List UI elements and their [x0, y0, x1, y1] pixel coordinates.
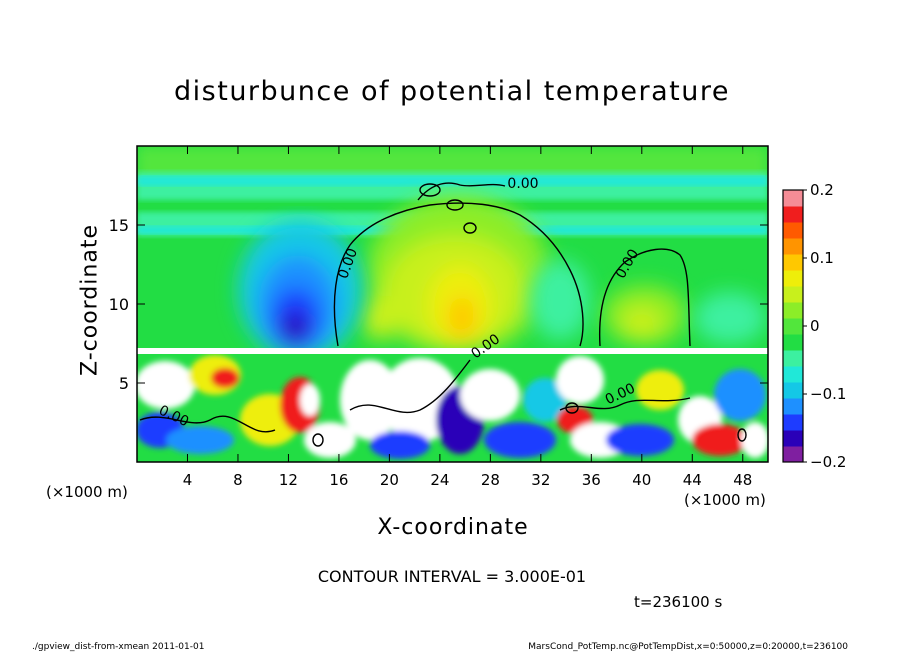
colorbar-swatch: [783, 430, 803, 447]
x-axis-unit-right: (×1000 m): [684, 491, 766, 509]
colorbar-tick-label: −0.1: [810, 385, 846, 403]
colorbar-swatch: [783, 318, 803, 335]
colorbar-swatch: [783, 382, 803, 399]
y-axis: 5 10 15: [109, 216, 768, 393]
colorbar-swatch: [783, 414, 803, 431]
colorbar-swatch: [783, 254, 803, 271]
colorbar-tick-label: 0: [810, 317, 820, 335]
chart-title: disturbunce of potential temperature: [174, 76, 730, 107]
colorbar-swatch: [783, 222, 803, 239]
y-tick-label: 15: [109, 216, 129, 235]
colorbar: 0.2 0.1 0 −0.1 −0.2: [782, 181, 846, 471]
x-tick-label: 4: [183, 471, 193, 489]
time-stamp: t=236100 s: [634, 593, 723, 611]
x-tick-label: 24: [430, 471, 449, 489]
colorbar-swatch: [783, 270, 803, 287]
contour-lines: [139, 182, 747, 447]
colorbar-tick-label: 0.1: [810, 249, 834, 267]
x-axis-label: X-coordinate: [377, 515, 529, 540]
colorbar-swatch: [783, 206, 803, 223]
colorbar-swatch: [783, 350, 803, 367]
x-axis-unit-left: (×1000 m): [46, 483, 128, 501]
x-tick-label: 16: [329, 471, 348, 489]
x-axis: 4 8 12 16 20 24 28 32 36 40 44 48: [183, 146, 752, 489]
colorbar-swatch: [783, 398, 803, 415]
colorbar-swatch: [783, 334, 803, 351]
y-tick-label: 10: [109, 295, 129, 314]
contour-label: 0.00: [507, 176, 538, 192]
y-tick-label: 5: [119, 374, 129, 393]
colorbar-swatch: [783, 302, 803, 319]
colorbar-swatch: [783, 286, 803, 303]
colorbar-swatch: [783, 366, 803, 383]
colorbar-swatch: [783, 190, 803, 207]
colorbar-tick-label: 0.2: [810, 181, 834, 199]
x-tick-label: 40: [632, 471, 651, 489]
colorbar-tick-label: −0.2: [810, 453, 846, 471]
x-tick-label: 12: [279, 471, 298, 489]
contour-interval-text: CONTOUR INTERVAL = 3.000E-01: [317, 567, 587, 586]
x-tick-label: 32: [531, 471, 550, 489]
x-tick-label: 28: [481, 471, 500, 489]
colorbar-swatch: [783, 238, 803, 255]
x-tick-label: 48: [733, 471, 752, 489]
colorbar-swatch: [783, 446, 803, 463]
x-tick-label: 20: [380, 471, 399, 489]
x-tick-label: 44: [683, 471, 702, 489]
x-tick-label: 36: [582, 471, 601, 489]
x-tick-label: 8: [233, 471, 243, 489]
footer-source: MarsCond_PotTemp.nc@PotTempDist,x=0:5000…: [528, 642, 848, 652]
footer-command: ./gpview_dist-from-xmean 2011-01-01: [32, 642, 205, 652]
heatmap-field: [137, 146, 768, 462]
